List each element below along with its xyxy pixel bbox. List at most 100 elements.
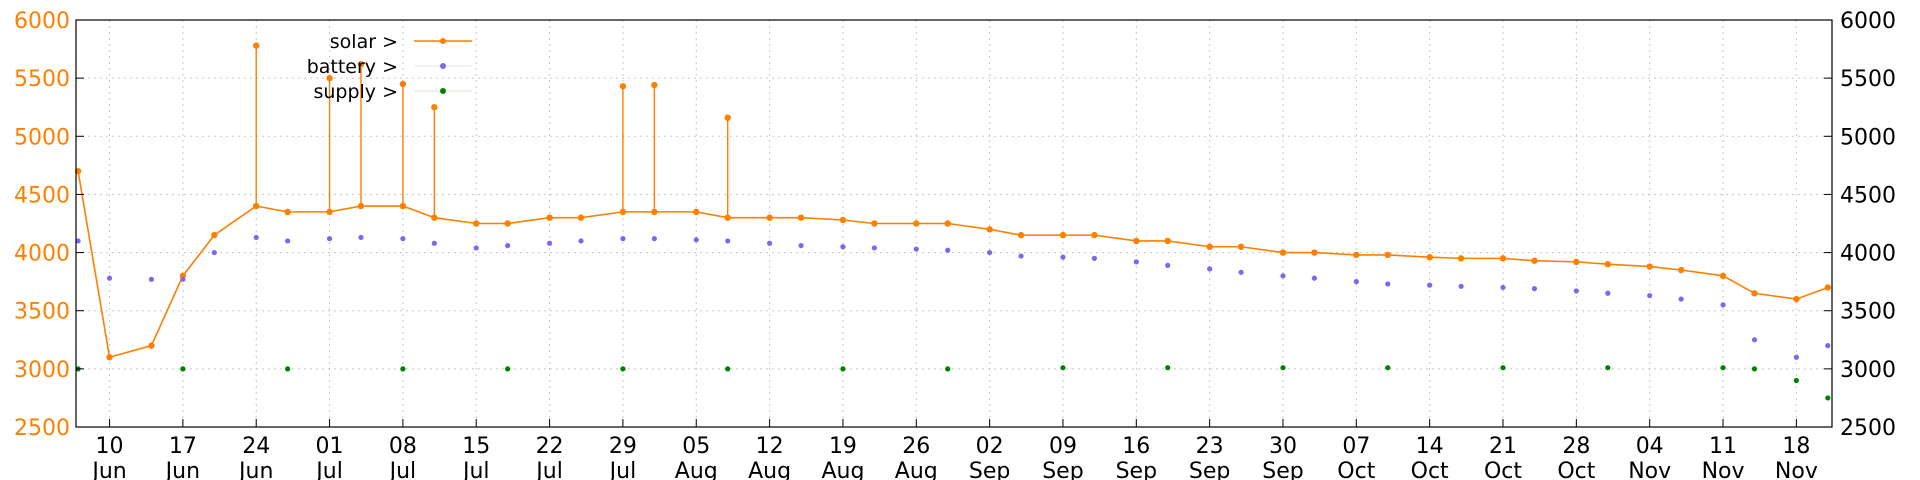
- data-point: [1237, 243, 1245, 250]
- data-point: [473, 220, 480, 227]
- data-point: [106, 354, 113, 361]
- x-tick-month: Aug: [675, 459, 718, 480]
- x-tick-day: 22: [536, 434, 564, 459]
- x-tick-month: Aug: [821, 459, 864, 480]
- legend-label: solar >: [330, 31, 398, 53]
- data-point: [400, 366, 406, 372]
- peak-point: [619, 83, 627, 90]
- data-point: [253, 234, 259, 241]
- plot-frame: [75, 19, 1833, 428]
- data-point: [1751, 366, 1758, 372]
- data-point: [1427, 282, 1433, 288]
- x-tick-month: Jun: [90, 459, 126, 480]
- data-point: [1824, 284, 1832, 291]
- data-point: [1825, 395, 1831, 401]
- y2-tick-label: 6000: [1840, 9, 1896, 34]
- x-tick-month: Aug: [748, 459, 791, 480]
- x-tick-month: Aug: [895, 459, 938, 480]
- y-tick-label: 3000: [14, 358, 70, 383]
- data-point: [725, 366, 731, 372]
- x-tick-day: 19: [829, 434, 857, 459]
- y2-tick-label: 5000: [1840, 125, 1896, 150]
- x-tick-month: Sep: [1116, 459, 1157, 480]
- x-tick-month: Sep: [1042, 459, 1083, 480]
- data-point: [1385, 281, 1391, 287]
- x-tick-day: 30: [1269, 434, 1297, 459]
- data-point: [798, 242, 804, 249]
- data-point: [1164, 237, 1171, 245]
- data-point: [1719, 272, 1727, 280]
- axes: 2500 3000 3500 4000 4500 5000 5500 6000 2500 3000…: [14, 9, 1896, 480]
- x-tick-month: Sep: [969, 459, 1010, 480]
- data-point: [1353, 279, 1359, 285]
- peak-point: [399, 80, 407, 88]
- data-point: [358, 234, 364, 241]
- y-tick-label: 6000: [14, 9, 70, 34]
- x-tick-day: 04: [1636, 434, 1664, 459]
- x-tick-day: 10: [96, 434, 124, 459]
- legend-marker: [440, 63, 446, 69]
- data-point: [1384, 251, 1391, 259]
- y-tick-label: 5500: [14, 67, 70, 92]
- x-tick-month: Nov: [1628, 459, 1671, 480]
- x-tick-month: Oct: [1337, 459, 1375, 480]
- data-point: [473, 245, 479, 251]
- y2-tick-label: 4000: [1840, 242, 1896, 267]
- data-point: [1573, 288, 1579, 294]
- data-point: [1678, 296, 1684, 302]
- data-point: [1825, 343, 1831, 349]
- data-point: [651, 236, 657, 242]
- data-point: [1720, 365, 1726, 371]
- data-point: [180, 366, 186, 372]
- data-point: [1499, 255, 1507, 262]
- data-point: [913, 220, 920, 227]
- data-point: [1531, 257, 1538, 264]
- x-tick-day: 12: [756, 434, 784, 459]
- data-point: [1647, 292, 1653, 299]
- legend-label: supply >: [313, 81, 398, 103]
- data-point: [945, 366, 951, 372]
- data-point: [1793, 295, 1800, 303]
- data-point: [693, 208, 700, 216]
- x-tick-day: 17: [169, 434, 197, 459]
- data-point: [1018, 253, 1024, 259]
- data-point: [505, 366, 511, 372]
- x-tick-month: Nov: [1775, 459, 1818, 480]
- x-tick-day: 11: [1709, 434, 1737, 459]
- x-tick-day: 07: [1342, 434, 1370, 459]
- y2-tick-label: 3000: [1840, 358, 1896, 383]
- data-point: [1604, 261, 1611, 268]
- data-point: [1165, 365, 1171, 371]
- data-point: [871, 245, 877, 251]
- data-point: [1385, 365, 1391, 371]
- data-point: [326, 236, 333, 242]
- series-solar: [74, 42, 1832, 361]
- x-tick-month: Sep: [1189, 459, 1230, 480]
- data-point: [1605, 290, 1611, 296]
- data-point: [1500, 284, 1506, 291]
- data-point: [1720, 302, 1726, 308]
- data-point: [986, 226, 993, 233]
- x-tick-month: Oct: [1484, 459, 1522, 480]
- x-tick-day: 09: [1049, 434, 1077, 459]
- data-point: [1311, 275, 1318, 281]
- data-point: [504, 220, 511, 227]
- y2-tick-label: 5500: [1840, 67, 1896, 92]
- data-point: [1677, 266, 1685, 274]
- data-point: [839, 216, 847, 224]
- x-tick-month: Jul: [388, 459, 417, 480]
- data-point: [1133, 237, 1140, 245]
- legend: solar > battery > supply >: [307, 31, 472, 103]
- data-point: [620, 366, 626, 372]
- x-tick-day: 05: [682, 434, 710, 459]
- x-tick-day: 24: [242, 434, 270, 459]
- x-tick-month: Jun: [237, 459, 273, 480]
- legend-marker: [440, 88, 446, 94]
- y-tick-label: 4500: [14, 183, 70, 208]
- peak-point: [724, 114, 731, 121]
- data-point: [75, 238, 81, 244]
- data-point: [1206, 243, 1213, 250]
- data-point: [180, 276, 186, 282]
- data-point: [1353, 251, 1360, 259]
